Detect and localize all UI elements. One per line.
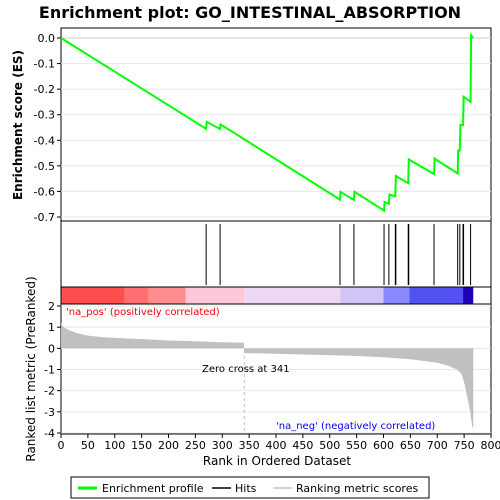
es-tick-label: -0.1	[34, 58, 55, 71]
colorbar-segment	[124, 287, 149, 304]
colorbar-segment	[340, 287, 384, 304]
colorbar-segment	[148, 287, 186, 304]
es-tick-label: -0.4	[34, 134, 55, 147]
legend-metric-label: Ranking metric scores	[296, 482, 418, 495]
es-profile-line	[60, 32, 475, 213]
es-tick-label: 0.0	[38, 32, 56, 45]
metric-x-tick-label: 550	[346, 439, 367, 452]
metric-x-tick-label: 250	[185, 439, 206, 452]
neg-correlated-label: 'na_neg' (negatively correlated)	[276, 421, 435, 432]
colorbar-segment	[61, 287, 125, 304]
metric-x-tick-label: 200	[158, 439, 179, 452]
metric-x-tick-label: 450	[292, 439, 313, 452]
legend: Enrichment profile Hits Ranking metric s…	[70, 476, 430, 499]
colorbar-segment	[244, 287, 341, 304]
metric-x-tick-label: 150	[131, 439, 152, 452]
es-y-axis-label: Enrichment score (ES)	[11, 50, 25, 200]
plot-title: Enrichment plot: GO_INTESTINAL_ABSORPTIO…	[39, 3, 461, 22]
metric-x-axis: 0 50 100 150 200 250 300 350 400 450 500 550 600 650 7…	[58, 434, 500, 452]
legend-es-label: Enrichment profile	[102, 482, 204, 495]
colorbar-segments	[61, 287, 474, 304]
es-tick-label: -0.6	[34, 185, 55, 198]
metric-x-axis-label: Rank in Ordered Dataset	[203, 454, 351, 468]
metric-y-tick-label: 2	[48, 300, 55, 313]
es-y-axis: 0.0 -0.1 -0.2 -0.3 -0.4 -0.5 -0.6 -0.7	[34, 32, 61, 224]
metric-x-tick-label: 600	[373, 439, 394, 452]
metric-y-axis: 2 1 0 -1 -2 -3 -4	[44, 300, 61, 440]
metric-x-tick-label: 800	[481, 439, 500, 452]
metric-y-tick-label: -3	[44, 406, 55, 419]
es-panel: 0.0 -0.1 -0.2 -0.3 -0.4 -0.5 -0.6 -0.7 Enrichme…	[11, 27, 492, 224]
metric-y-tick-label: -2	[44, 385, 55, 398]
pos-correlated-label: 'na_pos' (positively correlated)	[66, 307, 220, 318]
es-tick-label: -0.5	[34, 160, 55, 173]
colorbar-segment	[383, 287, 410, 304]
hits-panel-frame	[60, 220, 492, 288]
metric-x-tick-label: 500	[319, 439, 340, 452]
hit-lines	[205, 224, 472, 285]
colorbar-segment	[185, 287, 245, 304]
colorbar-segment	[409, 287, 464, 304]
rank-colorbar	[60, 286, 492, 305]
metric-x-tick-label: 350	[239, 439, 260, 452]
es-tick-label: -0.3	[34, 109, 55, 122]
metric-x-tick-label: 50	[81, 439, 95, 452]
es-tick-label: -0.2	[34, 83, 55, 96]
metric-y-tick-label: -1	[44, 364, 55, 377]
es-panel-frame	[60, 27, 492, 222]
hits-panel	[60, 220, 492, 288]
metric-x-tick-label: 300	[212, 439, 233, 452]
legend-hits-label: Hits	[235, 482, 257, 495]
metric-x-tick-label: 650	[400, 439, 421, 452]
metric-x-tick-label: 100	[104, 439, 125, 452]
zero-cross-label: Zero cross at 341	[202, 364, 290, 375]
metric-x-tick-label: 400	[266, 439, 287, 452]
es-gridlines	[61, 37, 491, 218]
metric-y-tick-label: -4	[44, 427, 55, 440]
metric-x-tick-label: 750	[454, 439, 475, 452]
metric-x-tick-label: 700	[427, 439, 448, 452]
metric-y-tick-label: 1	[48, 321, 55, 334]
ranked-metric-panel: 2 1 0 -1 -2 -3 -4 0 50 100 150 200 250 300 350 400 450 5…	[24, 276, 500, 468]
es-tick-label: -0.7	[34, 211, 55, 224]
colorbar-segment	[463, 287, 474, 304]
metric-x-tick-label: 0	[58, 439, 65, 452]
metric-y-tick-label: 0	[48, 342, 55, 355]
metric-y-axis-label: Ranked list metric (PreRanked)	[24, 276, 38, 461]
legend-box	[70, 476, 430, 499]
ranked-metric-area	[61, 322, 474, 429]
